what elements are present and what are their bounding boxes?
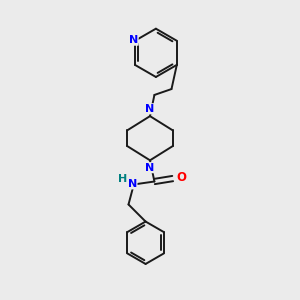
Text: H: H [118, 174, 127, 184]
Text: O: O [176, 172, 187, 184]
Text: N: N [146, 163, 154, 173]
Text: N: N [146, 104, 154, 114]
Text: N: N [128, 179, 137, 189]
Text: N: N [129, 35, 138, 45]
